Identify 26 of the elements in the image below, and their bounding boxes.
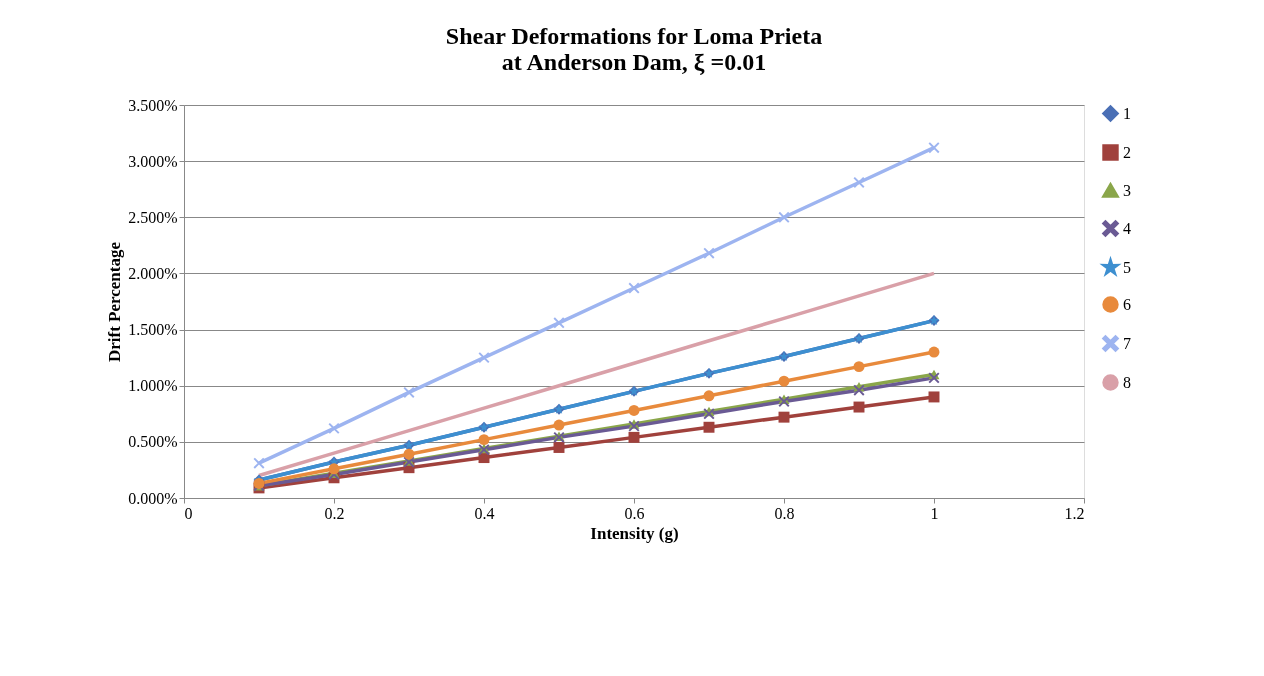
y-tick-label: 1.500% <box>128 321 178 339</box>
x-tick-label: 0.2 <box>324 504 345 522</box>
legend-label: 4 <box>1123 219 1131 237</box>
legend-label: 3 <box>1123 181 1131 199</box>
x-tick-label: 0.6 <box>624 504 645 522</box>
legend-label: 8 <box>1123 373 1131 391</box>
legend-label: 2 <box>1123 143 1131 161</box>
y-tick-label: 2.000% <box>128 264 178 282</box>
y-tick-label: 3.000% <box>128 152 178 170</box>
x-tick-label: 1 <box>930 504 939 522</box>
legend-label: 5 <box>1123 258 1131 276</box>
y-tick-label: 2.500% <box>128 208 178 226</box>
legend-label: 6 <box>1123 295 1131 313</box>
y-tick-label: 1.000% <box>128 377 178 395</box>
legend-label: 1 <box>1123 104 1131 122</box>
y-tick-label: 0.500% <box>128 433 178 451</box>
x-tick-label: 0.8 <box>774 504 795 522</box>
y-tick-label: 0.000% <box>128 489 178 507</box>
x-tick-label: 1.2 <box>1064 504 1085 522</box>
x-axis-title: Intensity (g) <box>590 523 679 543</box>
chart-title: Shear Deformations for Loma Prieta at Anderson Dam, ξ =0.01 <box>445 23 823 75</box>
y-tick-label: 3.500% <box>128 96 178 114</box>
legend-label: 7 <box>1123 334 1131 352</box>
y-axis-title: Drift Percentage <box>105 241 125 363</box>
x-tick-label: 0 <box>184 504 193 522</box>
x-tick-label: 0.4 <box>474 504 495 522</box>
